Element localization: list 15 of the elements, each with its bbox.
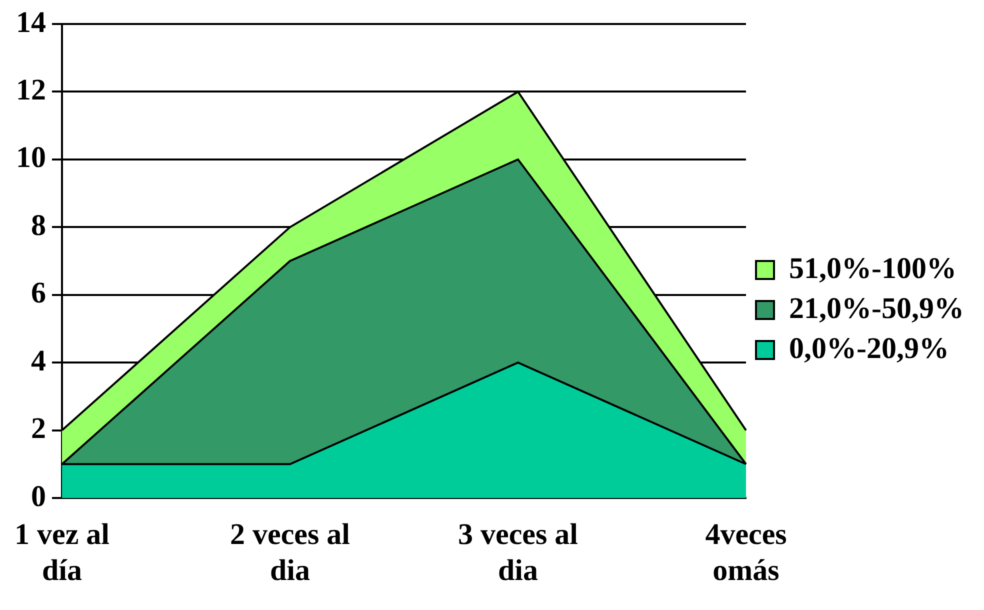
y-tick-label: 10 <box>16 141 46 174</box>
x-tick-label: 2 veces al dia <box>230 518 350 587</box>
x-tick-label: 1 vez al día <box>14 518 110 587</box>
x-tick-label: 3 veces al dia <box>458 518 578 587</box>
y-tick-label: 0 <box>31 480 46 513</box>
y-tick-label: 12 <box>16 73 46 106</box>
y-tick-label: 4 <box>31 344 46 378</box>
legend-label: 51,0%-100% <box>789 252 957 285</box>
y-tick-label: 6 <box>31 276 46 310</box>
y-tick-label: 14 <box>16 6 46 39</box>
y-tick-label: 2 <box>31 412 46 446</box>
y-tick-label: 8 <box>31 208 46 242</box>
x-tick-label: 4veces omás <box>705 518 787 587</box>
legend-label: 21,0%-50,9% <box>789 292 964 325</box>
legend-label: 0,0%-20,9% <box>789 332 950 365</box>
